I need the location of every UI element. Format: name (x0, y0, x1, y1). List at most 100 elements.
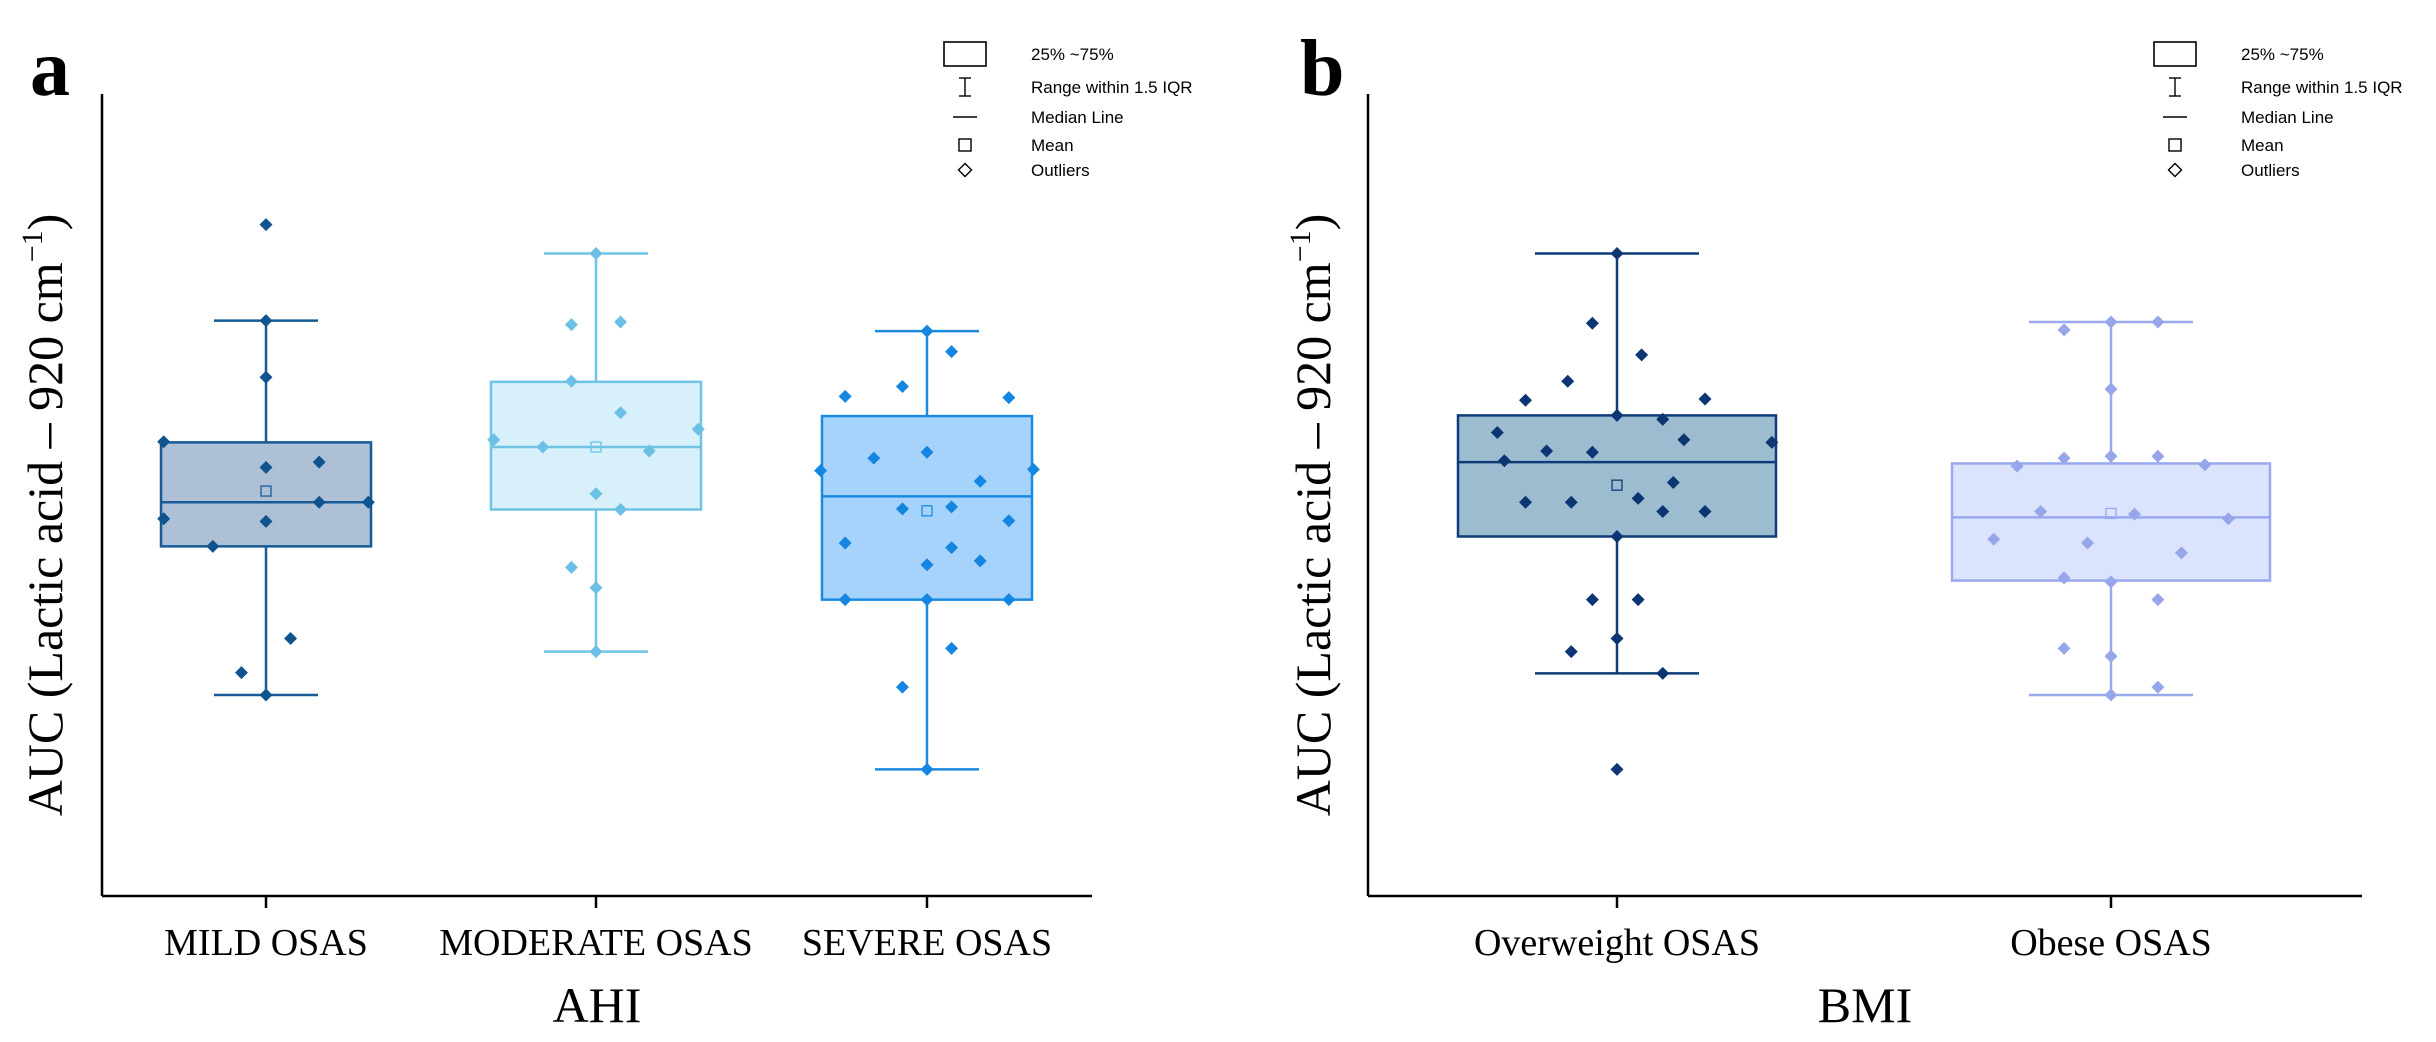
data-point (1490, 426, 1504, 440)
mean-marker (921, 505, 933, 517)
data-point (2198, 458, 2212, 472)
data-point (589, 247, 603, 261)
panel-letter: a (30, 25, 70, 113)
data-point (2057, 323, 2071, 337)
data-point (2151, 449, 2165, 463)
data-point (564, 318, 578, 332)
data-point (2104, 649, 2118, 663)
data-point (1026, 462, 1040, 476)
data-point (2104, 382, 2118, 396)
legend-label: Mean (2241, 136, 2284, 155)
legend-label: Outliers (2241, 161, 2300, 180)
data-point (1497, 454, 1511, 468)
data-point (1765, 435, 1779, 449)
data-point (920, 593, 934, 607)
data-point (234, 666, 248, 680)
data-point (1002, 514, 1016, 528)
data-point (2174, 546, 2188, 560)
data-point (1666, 476, 1680, 490)
data-point (312, 495, 326, 509)
data-point (259, 370, 273, 384)
data-point (487, 433, 501, 447)
x-tick-label: SEVERE OSAS (802, 922, 1052, 964)
data-point (1564, 495, 1578, 509)
legend-mean-symbol (2168, 138, 2182, 152)
data-point (1561, 374, 1575, 388)
data-point (536, 440, 550, 454)
series-0: Overweight OSAS (1456, 247, 1779, 964)
data-point (1002, 391, 1016, 405)
x-axis-title: BMI (1818, 977, 1912, 1033)
legend-label: Outliers (1031, 161, 1090, 180)
data-point (1610, 631, 1624, 645)
legend-label: Median Line (2241, 108, 2334, 127)
data-point (589, 487, 603, 501)
data-point (1585, 445, 1599, 459)
data-point (2104, 688, 2118, 702)
data-point (920, 762, 934, 776)
data-point (895, 502, 909, 516)
data-point (1610, 408, 1624, 422)
y-axis-title: AUC (Lactic acid – 920 cm−1) (16, 214, 73, 817)
data-point (838, 536, 852, 550)
data-point (1610, 529, 1624, 543)
data-point (1518, 393, 1532, 407)
data-point (2104, 449, 2118, 463)
data-point (1631, 491, 1645, 505)
data-point (2127, 507, 2141, 521)
iqr-box (820, 414, 1034, 601)
y-axis-title-main: AUC (Lactic acid – 920 cm (17, 262, 73, 816)
legend-outlier-symbol (2167, 162, 2183, 178)
data-point (2081, 536, 2095, 550)
data-point (920, 324, 934, 338)
data-point (945, 500, 959, 514)
series-0: MILD OSAS (157, 218, 375, 964)
mean-marker (590, 441, 602, 453)
legend: 25% ~75% Range within 1.5 IQR Median Line M… (943, 41, 1193, 180)
data-point (895, 379, 909, 393)
panel-b: b AUC (Lactic acid – 920 cm−1) BMI Overweig… (1284, 25, 2403, 1033)
data-point (1540, 444, 1554, 458)
data-point (973, 474, 987, 488)
series-2: SEVERE OSAS (802, 324, 1052, 964)
x-tick-label: Obese OSAS (2010, 922, 2212, 964)
data-point (614, 315, 628, 329)
data-point (259, 688, 273, 702)
mean-marker (1611, 479, 1623, 491)
data-point (1564, 645, 1578, 659)
data-point (838, 593, 852, 607)
y-axis-title-close: ) (17, 214, 73, 231)
data-point (1698, 392, 1712, 406)
legend-label: Range within 1.5 IQR (2241, 78, 2403, 97)
data-point (589, 581, 603, 595)
legend-box-symbol (943, 41, 987, 67)
data-point (1987, 532, 2001, 546)
data-point (945, 541, 959, 555)
data-point (2221, 512, 2235, 526)
data-point (2057, 571, 2071, 585)
y-axis-title-close: ) (1285, 214, 1341, 231)
data-point (1610, 247, 1624, 261)
data-point (1585, 593, 1599, 607)
legend: 25% ~75% Range within 1.5 IQR Median Line M… (2153, 41, 2403, 180)
data-point (1002, 593, 1016, 607)
x-tick-label: Overweight OSAS (1474, 922, 1760, 964)
data-point (259, 460, 273, 474)
data-point (1518, 495, 1532, 509)
data-point (2034, 504, 2048, 518)
data-point (867, 451, 881, 465)
data-point (1635, 348, 1649, 362)
y-axis-title-superscript: −1 (1284, 230, 1317, 262)
data-point (920, 558, 934, 572)
data-point (2104, 315, 2118, 329)
x-tick-label: MODERATE OSAS (439, 922, 753, 964)
data-point (259, 314, 273, 328)
data-point (1656, 504, 1670, 518)
legend-mean-symbol (958, 138, 972, 152)
data-point (564, 374, 578, 388)
y-axis-title: AUC (Lactic acid – 920 cm−1) (1284, 214, 1341, 817)
data-point (589, 645, 603, 659)
x-axis-title: AHI (553, 977, 642, 1033)
data-point (361, 495, 375, 509)
